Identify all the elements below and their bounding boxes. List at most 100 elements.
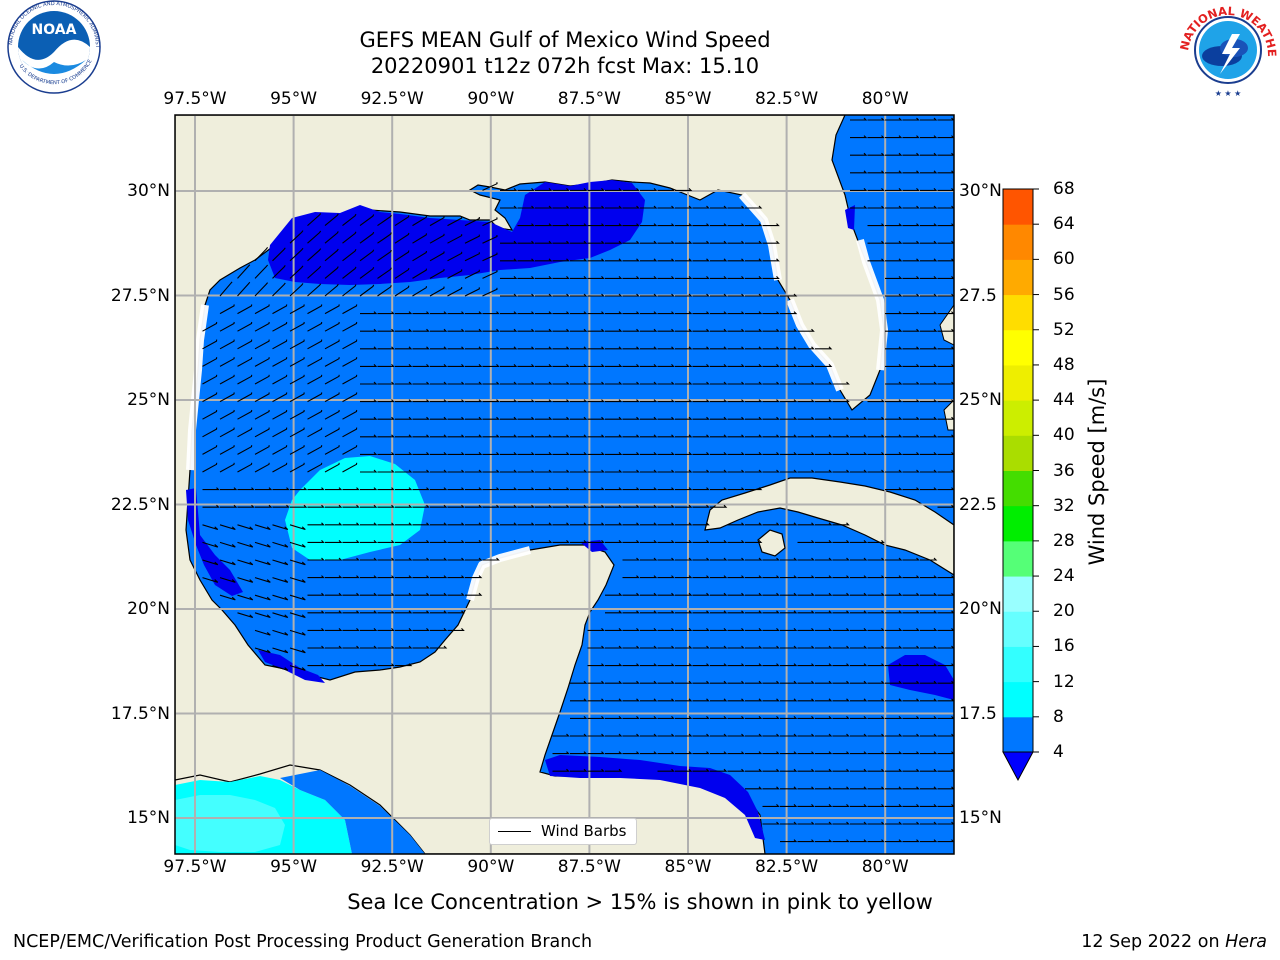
wind-barb [745,575,763,579]
wind-barb [570,416,588,420]
colorbar-tick-label: 48 [1053,354,1075,375]
wind-barb [692,364,710,367]
wind-barb [360,469,378,473]
wind-barb [675,240,693,244]
wind-barb [395,575,413,579]
wind-barb [675,223,693,227]
wind-barb [465,311,483,315]
wind-barb [850,135,868,139]
wind-barb [710,592,728,596]
wind-barb [500,188,518,191]
nws-logo: NATIONAL WEATHER SERVICE ★ ★ ★ [1172,0,1280,104]
wind-barb [535,399,553,403]
wind-barb [710,293,728,297]
colorbar-bin [1003,189,1033,225]
wind-barb [780,663,798,667]
land-isla-juventud [757,529,786,557]
wind-barb [342,557,360,561]
wind-barb [727,680,745,684]
wind-barb [832,540,850,543]
wind-barb [920,135,938,139]
wind-barb [289,577,306,583]
wind-barb [325,575,343,579]
wind-barb [710,610,728,614]
wind-barb [587,416,605,420]
wind-barb [797,346,815,350]
wind-barb [359,284,375,297]
wind-barb [745,592,763,596]
wind-barb [710,452,728,455]
wind-barb [850,628,868,631]
wind-barb [272,504,290,508]
wind-barb [570,487,588,491]
wind-barb [727,610,745,614]
wind-barb [622,575,640,579]
colorbar-extend-arrow [1002,751,1034,782]
wind-barb [885,346,903,350]
wind-barb [727,276,745,279]
wind-barb [552,276,570,279]
wind-barb [605,311,623,315]
wind-barb [395,346,413,350]
wind-barb [727,240,745,244]
wind-barb [202,524,219,531]
wind-barb [867,540,885,543]
wind-barb [885,469,903,473]
wind-barb [570,346,588,350]
wind-barb [640,540,658,543]
wind-barb [622,504,640,508]
wind-barb [535,487,553,491]
wind-barb [710,223,728,227]
wind-barb [272,282,286,297]
wind-barb [342,462,358,473]
wind-barb [780,786,798,790]
colorbar-tick-label: 24 [1053,566,1075,587]
wind-barb [342,540,360,543]
wind-barb [867,399,885,403]
wind-barb [622,680,640,684]
wind-barb [920,610,938,614]
wind-barb [710,399,728,403]
wind-barb [745,328,763,332]
wind-barb [552,381,570,385]
colorbar-bin [1003,470,1033,507]
wind-barb [727,293,745,297]
wind-barb [920,575,938,579]
wind-barb [640,416,658,420]
wind-barb [342,266,357,279]
wind-barb [920,188,938,191]
wind-barb [657,768,675,772]
wind-barb [832,663,850,667]
wind-barb [552,452,570,455]
wind-barb [640,223,658,227]
wind-barb [535,311,553,315]
wind-barb [762,346,780,350]
colorbar-bin [1003,646,1033,683]
wind-barb [587,504,605,508]
wind-barb [815,610,833,614]
wind-barb [394,285,410,297]
wind-barb [587,733,605,737]
wind-barb [710,575,728,579]
lon-tick-label: 90°W [467,89,515,109]
wind-barb [727,663,745,667]
wind-barb [290,487,308,491]
wind-barb [237,339,253,350]
wind-barb [920,240,938,244]
map-title: GEFS MEAN Gulf of Mexico Wind Speed [359,28,771,52]
wind-barb [745,240,763,244]
wind-barb [605,188,623,191]
wind-barb [412,645,430,649]
wind-barb [885,557,903,561]
wind-barb [920,716,938,719]
lon-tick-label: 82.5°W [755,89,819,109]
wind-barb [202,504,220,508]
wind-barb [902,628,920,631]
wind-barb [342,575,360,579]
wind-barb [867,768,885,772]
wind-barb [552,328,570,332]
wind-barb [762,733,780,737]
wind-barb [587,240,605,244]
wind-barb [202,462,218,473]
wind-barb [307,557,325,561]
